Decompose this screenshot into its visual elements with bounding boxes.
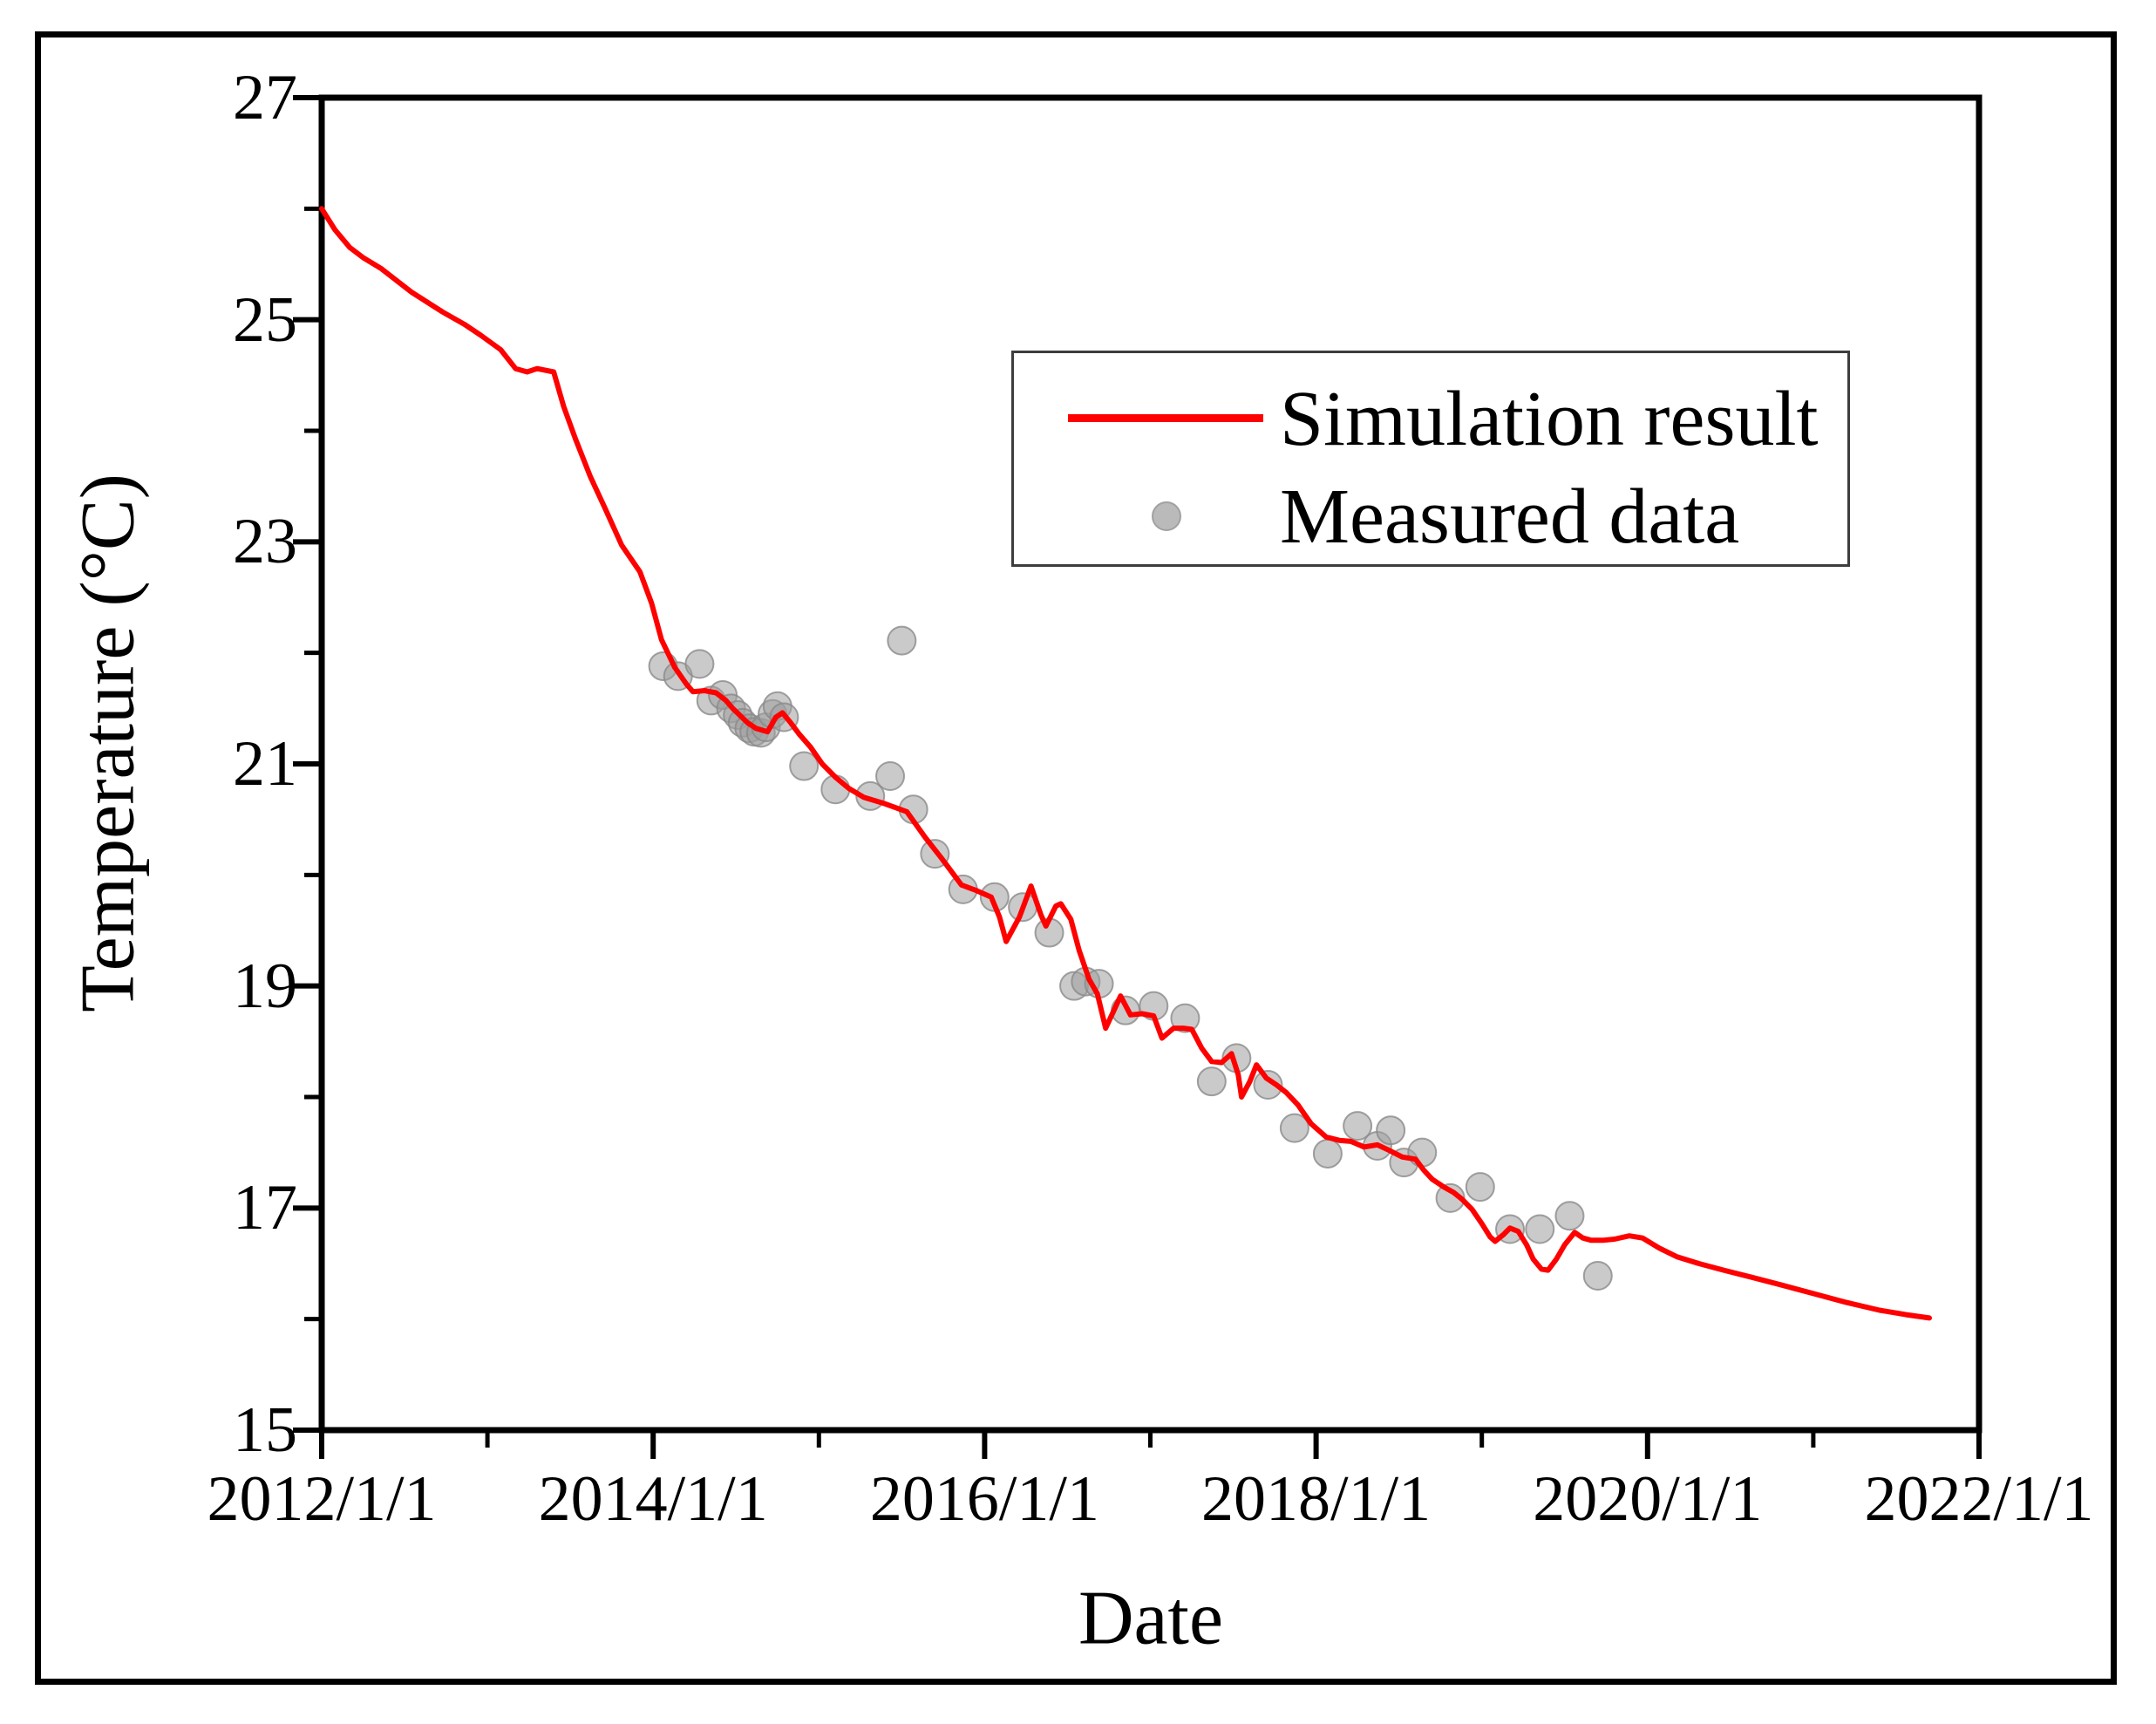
measured-data-dot [1376,1115,1406,1146]
x-tick-label: 2016/1/1 [869,1463,1099,1535]
measured-data-dot [1465,1172,1495,1203]
legend: Simulation result Measured data [1011,351,1850,567]
axes [293,94,1983,1459]
legend-label-simulation: Simulation result [1280,376,1819,462]
y-tick-label: 19 [233,950,297,1022]
x-tick-label: 2014/1/1 [538,1463,768,1535]
legend-label-measured: Measured data [1280,474,1740,560]
measured-data-dot [789,751,820,781]
y-tick-label: 17 [233,1172,297,1244]
measured-data-dot [684,649,715,679]
measured-data-dot [1407,1137,1438,1168]
x-tick-label: 2022/1/1 [1864,1463,2094,1535]
measured-data-dot [1312,1138,1343,1169]
measured-data-dot [1196,1066,1227,1097]
measured-data-dot [1582,1261,1613,1291]
measured-data-dot [1554,1201,1585,1231]
measured-data-dot [1170,1003,1200,1033]
y-axis-title: Temperature (°C) [65,474,151,1012]
figure-outer-border [35,31,2117,1685]
simulation-polyline [319,206,1932,1321]
y-tick-label: 21 [233,728,297,800]
x-tick-label: 2018/1/1 [1201,1463,1432,1535]
measured-data-dot [1525,1214,1555,1244]
y-tick-label: 27 [233,62,297,133]
legend-line-swatch [1068,414,1263,422]
x-axis-title: Date [1078,1576,1224,1661]
y-tick-label: 25 [233,283,297,356]
x-tick-label: 2012/1/1 [207,1463,437,1535]
simulation-line [319,206,1932,1321]
measured-data-dot [1253,1069,1283,1100]
y-tick-label: 15 [233,1394,297,1466]
y-tick-label: 23 [233,506,297,578]
measured-data-dot [875,761,906,792]
legend-dot-swatch [1152,501,1181,531]
x-tick-label: 2020/1/1 [1533,1463,1763,1535]
measured-data-dot [887,625,917,656]
measured-data-dot [1343,1111,1373,1141]
measured-data-dot [1279,1113,1309,1143]
